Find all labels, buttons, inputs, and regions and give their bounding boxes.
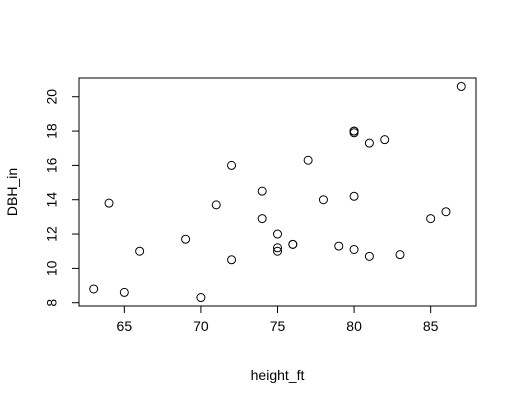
- x-tick-label: 80: [346, 318, 362, 334]
- x-tick-label: 70: [193, 318, 209, 334]
- point: [318, 195, 328, 205]
- y-tick-label: 20: [44, 89, 60, 105]
- point: [349, 126, 359, 136]
- point: [456, 81, 466, 91]
- point: [273, 229, 282, 239]
- point: [303, 155, 313, 165]
- point: [334, 241, 344, 251]
- x-axis-label: height_ft: [251, 367, 305, 383]
- x-tick-label: 75: [270, 318, 286, 334]
- point: [273, 243, 282, 253]
- point: [380, 135, 390, 145]
- point: [273, 246, 282, 256]
- plot-box: [78, 77, 477, 307]
- x-tick-label: 65: [117, 318, 133, 334]
- point: [227, 160, 237, 170]
- point: [364, 138, 374, 148]
- point: [104, 198, 114, 208]
- y-tick-label: 10: [44, 260, 60, 276]
- point: [426, 214, 436, 224]
- point: [257, 214, 267, 224]
- y-tick-label: 8: [44, 299, 60, 307]
- point: [395, 250, 405, 260]
- point: [257, 186, 267, 196]
- point: [181, 234, 191, 244]
- point: [119, 287, 129, 297]
- point: [441, 207, 451, 217]
- point: [364, 251, 374, 261]
- point: [135, 246, 145, 256]
- point: [227, 255, 237, 265]
- y-tick-label: 18: [44, 123, 60, 139]
- point: [89, 284, 99, 294]
- point: [288, 239, 298, 249]
- y-axis-label: DBH_in: [4, 168, 20, 216]
- y-tick-label: 12: [44, 226, 60, 242]
- y-tick-label: 14: [44, 192, 60, 208]
- point: [349, 128, 359, 138]
- point: [349, 244, 359, 254]
- point: [196, 293, 206, 303]
- point: [349, 191, 359, 201]
- point: [211, 200, 221, 210]
- y-tick-label: 16: [44, 157, 60, 173]
- x-tick-label: 85: [423, 318, 439, 334]
